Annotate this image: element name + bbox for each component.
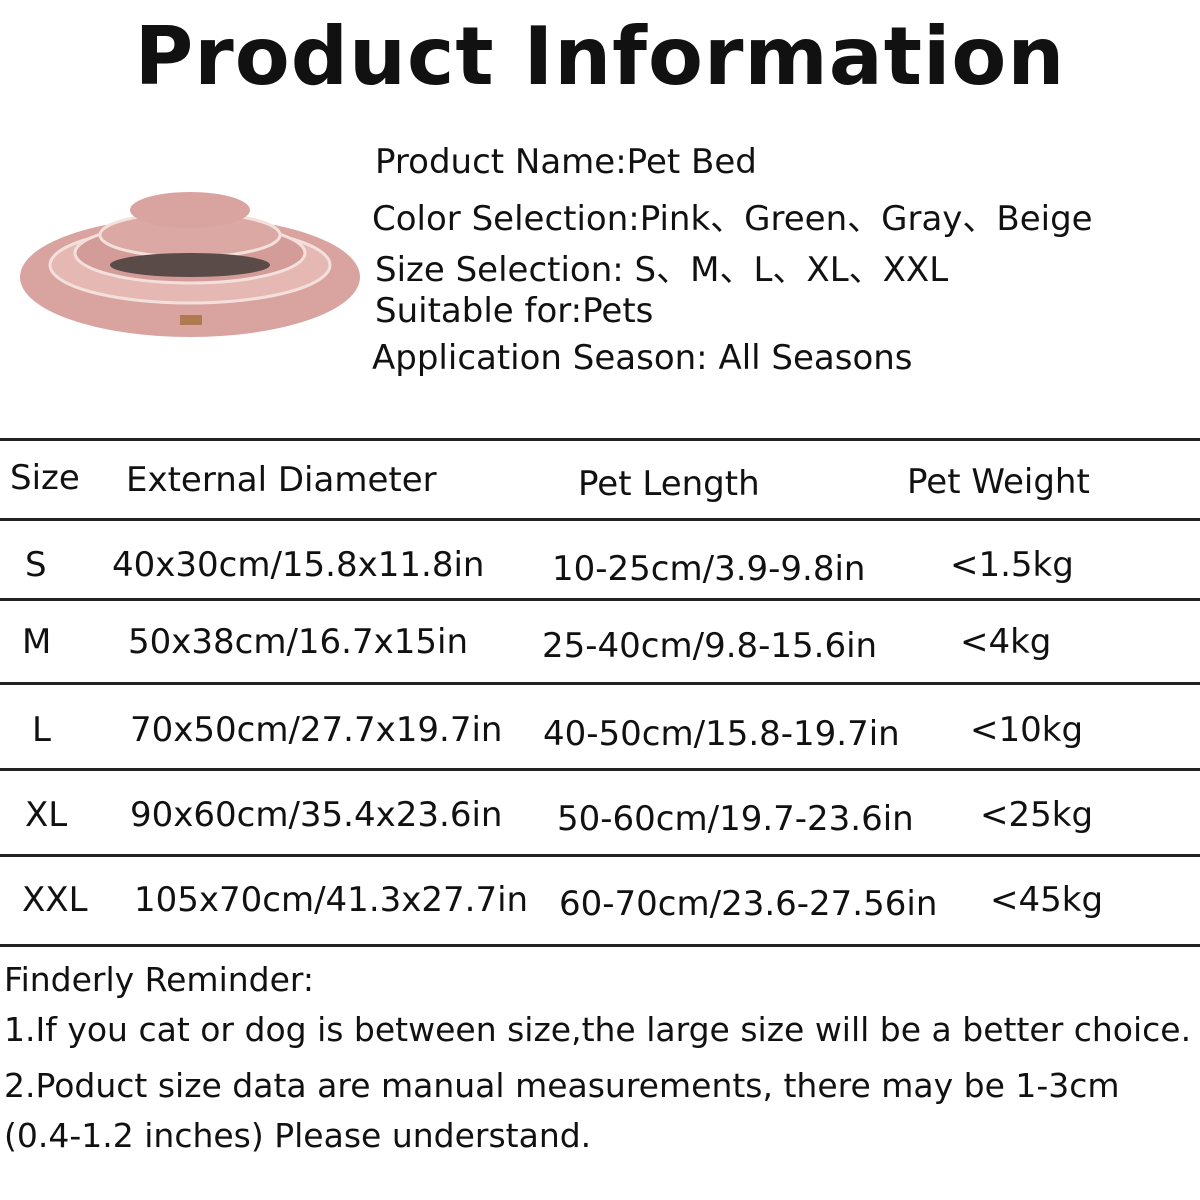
- cell-external-diameter: 70x50cm/27.7x19.7in: [130, 710, 503, 750]
- cell-pet-weight: <4kg: [960, 622, 1052, 662]
- cell-external-diameter: 50x38cm/16.7x15in: [128, 622, 468, 662]
- info-size-selection: Size Selection: S、M、L、XL、XXL: [375, 250, 949, 290]
- divider: [0, 598, 1200, 601]
- cell-pet-length: 60-70cm/23.6-27.56in: [559, 884, 938, 924]
- cell-external-diameter: 105x70cm/41.3x27.7in: [134, 880, 529, 920]
- pet-bed-image: [20, 192, 360, 337]
- cell-pet-weight: <1.5kg: [950, 545, 1074, 585]
- cell-size: XL: [25, 795, 68, 835]
- cell-pet-length: 25-40cm/9.8-15.6in: [542, 626, 878, 666]
- cell-size: L: [32, 710, 51, 750]
- cell-pet-length: 40-50cm/15.8-19.7in: [543, 714, 900, 754]
- reminder-title: Finderly Reminder:: [4, 960, 315, 999]
- header-pet-length: Pet Length: [578, 464, 760, 504]
- divider: [0, 768, 1200, 771]
- header-pet-weight: Pet Weight: [907, 462, 1090, 502]
- cell-pet-length: 10-25cm/3.9-9.8in: [552, 549, 866, 589]
- cell-pet-weight: <10kg: [970, 710, 1084, 750]
- reminder-2: 2.Poduct size data are manual measuremen…: [4, 1066, 1120, 1105]
- info-suitable-for: Suitable for:Pets: [375, 291, 654, 331]
- table-bottom-border: [0, 944, 1200, 947]
- cell-pet-length: 50-60cm/19.7-23.6in: [557, 799, 914, 839]
- cell-size: M: [22, 622, 52, 662]
- table-top-border: [0, 438, 1200, 441]
- cell-external-diameter: 90x60cm/35.4x23.6in: [130, 795, 503, 835]
- divider: [0, 854, 1200, 857]
- info-color-selection: Color Selection:Pink、Green、Gray、Beige: [372, 199, 1093, 239]
- header-external-diameter: External Diameter: [126, 460, 437, 500]
- reminder-3: (0.4-1.2 inches) Please understand.: [4, 1116, 592, 1155]
- page-title: Product Information: [134, 10, 1066, 103]
- cell-pet-weight: <45kg: [990, 880, 1104, 920]
- cell-size: S: [25, 545, 47, 585]
- reminder-1: 1.If you cat or dog is between size,the …: [4, 1010, 1192, 1049]
- header-size: Size: [10, 458, 80, 498]
- divider: [0, 682, 1200, 685]
- info-season: Application Season: All Seasons: [372, 338, 913, 378]
- cell-size: XXL: [22, 880, 88, 920]
- info-product-name: Product Name:Pet Bed: [375, 142, 757, 182]
- divider: [0, 518, 1200, 521]
- cell-pet-weight: <25kg: [980, 795, 1094, 835]
- cell-external-diameter: 40x30cm/15.8x11.8in: [112, 545, 485, 585]
